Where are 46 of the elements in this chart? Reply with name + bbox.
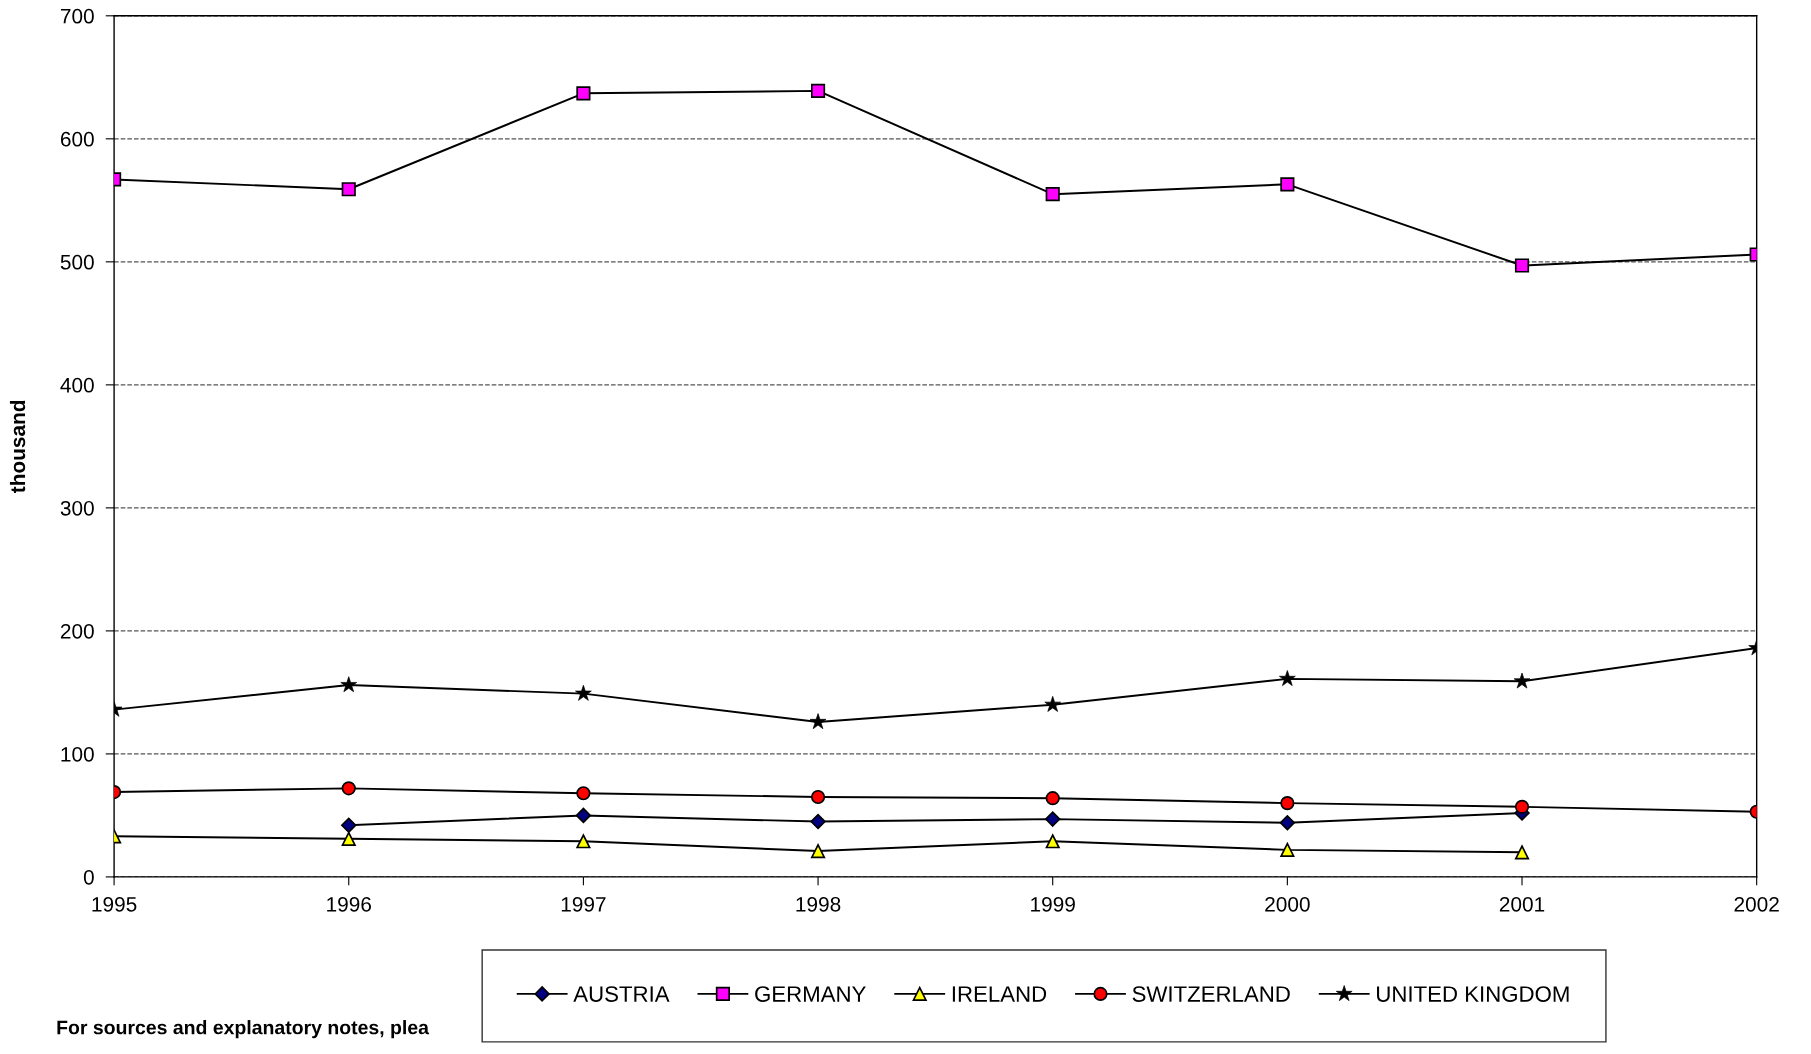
legend-label: GERMANY <box>755 986 866 1002</box>
point <box>810 844 826 859</box>
text: For sources and explanatory notes, plea <box>57 1020 430 1039</box>
x-tick-label: 2002 <box>1734 896 1779 912</box>
point <box>576 834 591 849</box>
legend-label: UNITED KINGDOM <box>1377 986 1569 1002</box>
x-tick-label: 1996 <box>327 896 372 912</box>
x-tick-label: 2001 <box>1499 896 1545 912</box>
x-tick-label: 1997 <box>561 896 606 912</box>
point <box>1514 799 1530 814</box>
x-tick-label: 2000 <box>1265 896 1310 912</box>
point <box>810 813 826 830</box>
point <box>1045 791 1060 806</box>
point <box>810 789 826 805</box>
point <box>341 182 356 197</box>
point <box>341 781 356 796</box>
y-tick-label: 600 <box>60 131 94 147</box>
y-tick-label: 200 <box>60 623 94 639</box>
point <box>1279 815 1296 831</box>
legend-label: IRELAND <box>952 986 1047 1002</box>
point <box>1280 177 1295 192</box>
point <box>576 786 591 801</box>
y-tick-label: 0 <box>83 869 94 885</box>
x-tick-label: 1998 <box>796 896 841 912</box>
x-tick-label: 1995 <box>92 896 137 912</box>
x-tick-label: 1999 <box>1031 896 1075 912</box>
y-tick-label: 500 <box>60 254 94 270</box>
point <box>341 817 357 833</box>
y-axis-title: thousand <box>9 400 26 493</box>
point <box>1280 842 1295 857</box>
y-tick-label: 400 <box>60 377 94 393</box>
point <box>1514 845 1530 860</box>
legend-label: SWITZERLAND <box>1132 986 1290 1002</box>
point <box>575 807 592 824</box>
point <box>1044 811 1061 827</box>
y-tick-label: 700 <box>60 8 94 24</box>
point <box>1514 258 1530 273</box>
legend-label: AUSTRIA <box>573 986 670 1002</box>
point <box>576 86 591 101</box>
point <box>1280 796 1295 811</box>
point <box>810 83 826 98</box>
point <box>341 831 356 846</box>
y-tick-label: 300 <box>60 500 94 516</box>
y-tick-label: 100 <box>61 746 94 762</box>
point <box>1045 187 1060 202</box>
point <box>1045 834 1060 849</box>
